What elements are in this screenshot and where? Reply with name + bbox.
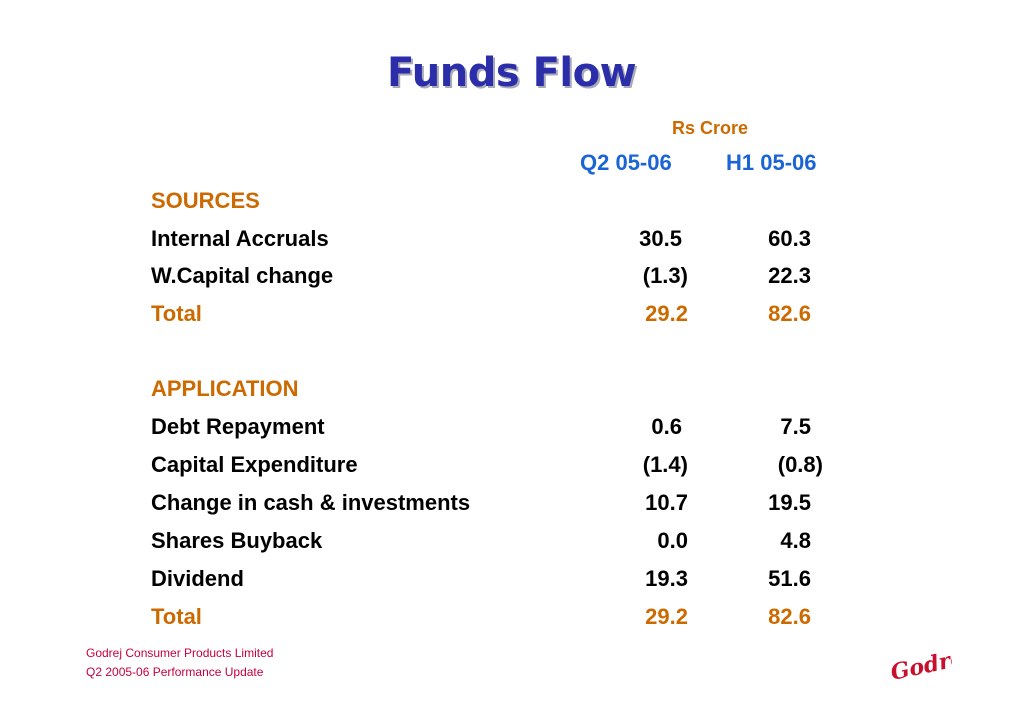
row-value-q2: 29.2: [645, 301, 688, 326]
row-value-h1: 4.8: [780, 528, 811, 553]
table-row: SOURCES: [0, 188, 1023, 218]
row-value-q2: (1.3): [642, 263, 688, 288]
row-value-h1: 82.6: [768, 604, 811, 629]
table-row: W.Capital change (1.3) 22.3: [0, 263, 1023, 293]
table-row: APPLICATION: [0, 376, 1023, 406]
row-label: Internal Accruals: [151, 226, 329, 251]
table-row: Capital Expenditure (1.4) (0.8): [0, 452, 1023, 482]
column-header-q2: Q2 05-06: [580, 150, 672, 175]
row-value-h1: 19.5: [768, 490, 811, 515]
godrej-logo: Godrej: [888, 643, 952, 686]
row-label: Total: [151, 301, 202, 326]
row-label: APPLICATION: [151, 376, 299, 401]
unit-label: Rs Crore: [672, 118, 749, 138]
column-header-h1: H1 05-06: [726, 150, 817, 175]
table-row-total: Total 29.2 82.6: [0, 301, 1023, 331]
row-value-q2: 30.5: [639, 226, 682, 251]
row-label: W.Capital change: [151, 263, 334, 288]
row-value-h1: 22.3: [768, 263, 811, 288]
row-label: Shares Buyback: [151, 528, 323, 553]
row-value-q2: (1.4): [642, 452, 688, 477]
table-row-total: Total 29.2 82.6: [0, 604, 1023, 634]
table-row: Change in cash & investments 10.7 19.5: [0, 490, 1023, 520]
row-value-q2: 19.3: [645, 566, 688, 591]
row-value-q2: 29.2: [645, 604, 688, 629]
row-value-h1: 51.6: [768, 566, 811, 591]
row-value-h1: 60.3: [768, 226, 811, 251]
row-value-q2: 0.0: [657, 528, 688, 553]
row-value-h1: 7.5: [780, 414, 811, 439]
row-value-q2: 0.6: [651, 414, 682, 439]
table-row: Dividend 19.3 51.6: [0, 566, 1023, 596]
table-row: Debt Repayment 0.6 7.5: [0, 414, 1023, 444]
footer-subtitle: Q2 2005-06 Performance Update: [86, 665, 264, 679]
table-row: Internal Accruals 30.5 60.3: [0, 226, 1023, 256]
row-value-q2: 10.7: [645, 490, 688, 515]
row-value-h1: 82.6: [768, 301, 811, 326]
row-label: SOURCES: [151, 188, 260, 213]
table-row: Shares Buyback 0.0 4.8: [0, 528, 1023, 558]
row-label: Total: [151, 604, 202, 629]
logo-text: Godrej: [888, 643, 952, 686]
row-label: Capital Expenditure: [151, 452, 358, 477]
footer-company: Godrej Consumer Products Limited: [86, 646, 274, 660]
row-value-h1: (0.8): [777, 452, 823, 477]
row-label: Dividend: [151, 566, 244, 591]
page-title: Funds Flow: [386, 50, 637, 96]
row-label: Debt Repayment: [151, 414, 325, 439]
row-label: Change in cash & investments: [151, 490, 471, 515]
